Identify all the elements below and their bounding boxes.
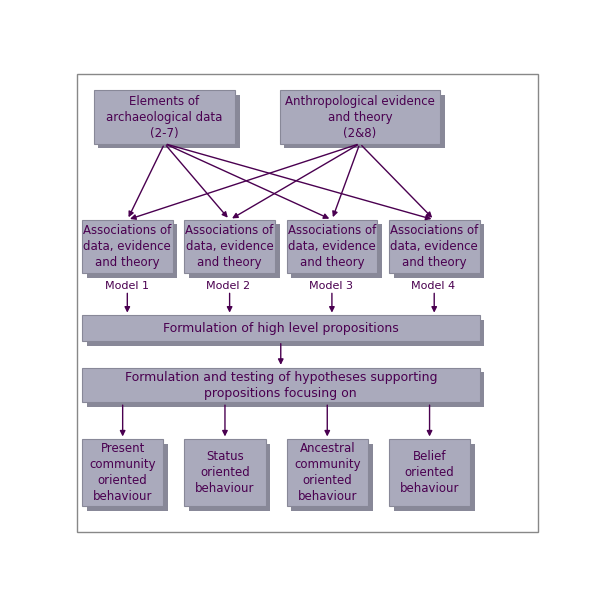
Bar (189, 224, 280, 278)
Text: Associations of
data, evidence
and theory: Associations of data, evidence and theor… (288, 224, 376, 269)
Bar (287, 220, 377, 273)
Text: Associations of
data, evidence
and theory: Associations of data, evidence and theor… (390, 224, 478, 269)
Bar (394, 444, 475, 511)
Bar (82, 316, 479, 341)
Bar (284, 95, 445, 148)
Text: Anthropological evidence
and theory
(2&8): Anthropological evidence and theory (2&8… (285, 95, 435, 140)
Text: Ancestral
community
oriented
behaviour: Ancestral community oriented behaviour (294, 442, 361, 503)
Text: Status
oriented
behaviour: Status oriented behaviour (195, 450, 255, 495)
Text: Associations of
data, evidence
and theory: Associations of data, evidence and theor… (185, 224, 274, 269)
Text: Model 3: Model 3 (309, 281, 353, 291)
Bar (189, 444, 271, 511)
Text: Model 2: Model 2 (206, 281, 251, 291)
Bar (82, 439, 163, 506)
Bar (389, 220, 479, 273)
Bar (86, 224, 178, 278)
Bar (184, 220, 275, 273)
Bar (82, 368, 479, 403)
Text: Present
community
oriented
behaviour: Present community oriented behaviour (89, 442, 156, 503)
Bar (94, 91, 235, 143)
Bar (291, 444, 373, 511)
Text: Model 1: Model 1 (106, 281, 149, 291)
Bar (287, 439, 368, 506)
Bar (394, 224, 484, 278)
Text: Belief
oriented
behaviour: Belief oriented behaviour (400, 450, 460, 495)
Text: Associations of
data, evidence
and theory: Associations of data, evidence and theor… (83, 224, 172, 269)
Text: Formulation and testing of hypotheses supporting
propositions focusing on: Formulation and testing of hypotheses su… (125, 371, 437, 400)
Bar (389, 439, 470, 506)
Text: Formulation of high level propositions: Formulation of high level propositions (163, 322, 398, 335)
Text: Model 4: Model 4 (411, 281, 455, 291)
Bar (291, 224, 382, 278)
Bar (82, 220, 173, 273)
Bar (184, 439, 266, 506)
Text: Elements of
archaeological data
(2-7): Elements of archaeological data (2-7) (106, 95, 223, 140)
Bar (280, 91, 440, 143)
Bar (86, 320, 484, 346)
Bar (86, 372, 484, 407)
Bar (86, 444, 168, 511)
Bar (98, 95, 240, 148)
